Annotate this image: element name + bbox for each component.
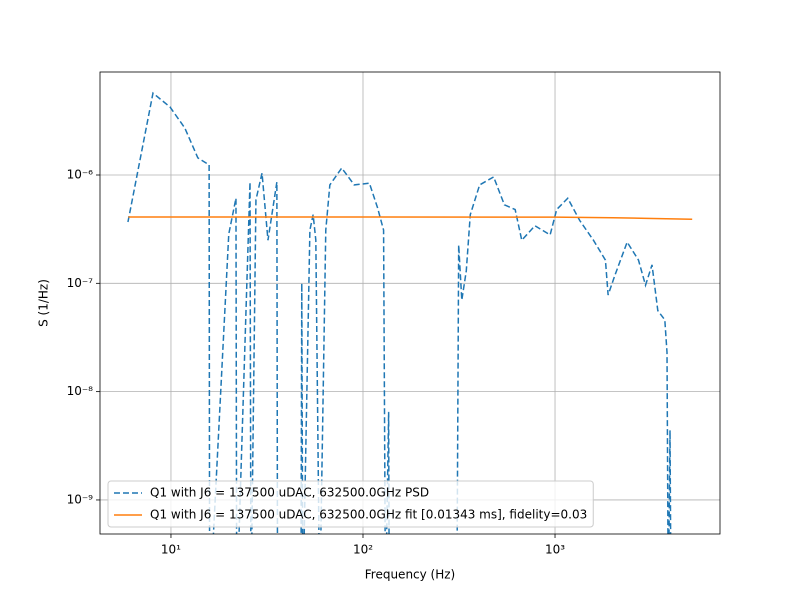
y-tick-label: 10⁻⁹ (67, 492, 94, 506)
plot-lines (127, 91, 693, 534)
x-tick-label: 10³ (545, 543, 565, 557)
legend-box (107, 480, 594, 528)
y-tick-label: 10⁻⁶ (67, 167, 94, 181)
y-tick-label: 10⁻⁸ (67, 384, 94, 398)
series-line (128, 216, 693, 221)
legend-label: Q1 with J6 = 137500 uDAC, 632500.0GHz PS… (150, 486, 429, 500)
legend: Q1 with J6 = 137500 uDAC, 632500.0GHz PS… (107, 480, 594, 528)
plot-frame (99, 71, 721, 535)
x-tick-label: 10¹ (161, 543, 181, 557)
y-tick-label: 10⁻⁷ (67, 276, 94, 290)
x-axis-label: Frequency (Hz) (365, 568, 456, 582)
y-axis-label: S (1/Hz) (37, 279, 51, 327)
legend-label: Q1 with J6 = 137500 uDAC, 632500.0GHz fi… (150, 508, 587, 522)
series-line (127, 91, 672, 534)
ticks: 10¹ 10² 10³ 10⁻⁹ 10⁻⁸ 10⁻⁷ 10⁻⁶ (67, 167, 566, 556)
x-tick-label: 10² (353, 543, 373, 557)
